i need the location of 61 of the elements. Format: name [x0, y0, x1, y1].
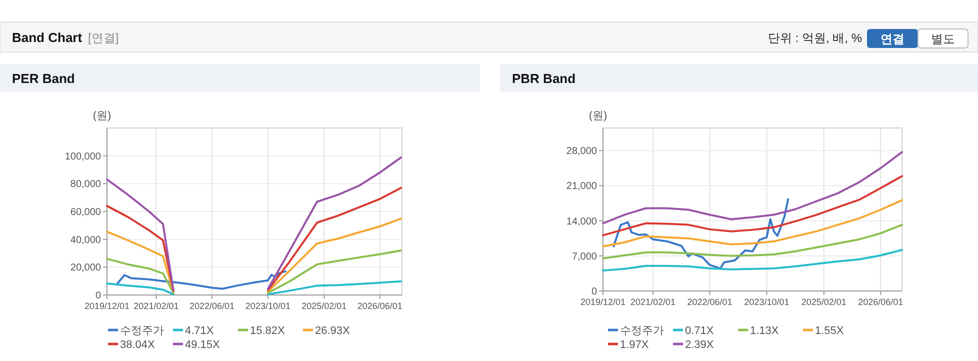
text: 연결 [880, 32, 904, 46]
legend-label: 수정주가 [120, 325, 164, 337]
line-series [602, 175, 903, 236]
legend-label: 수정주가 [620, 325, 664, 337]
line-series [602, 151, 903, 224]
legend-label: 1.13X [750, 325, 780, 337]
line-series [106, 204, 174, 292]
y-tick-label: 0 [95, 290, 102, 302]
x-tick-label: 2025/02/01 [302, 301, 347, 311]
line-series [602, 248, 903, 272]
x-tick-label: 2023/10/01 [245, 301, 290, 311]
legend-label: 49.15X [185, 339, 221, 351]
legend-label: 0.71X [685, 325, 714, 337]
y-axis-title: (원) [92, 110, 112, 122]
line-series [106, 230, 174, 294]
y-tick-label: 40,000 [70, 234, 102, 246]
x-tick-label: 2022/06/01 [189, 301, 234, 311]
legend-label: 38.04X [120, 339, 156, 351]
y-tick-label: 20,000 [70, 262, 102, 274]
line-series [106, 282, 174, 296]
legend-label: 15.82X [250, 325, 286, 337]
x-tick-label: 2026/06/01 [357, 301, 402, 311]
y-tick-label: 100,000 [64, 151, 102, 162]
x-tick-label: 2023/10/01 [744, 297, 790, 307]
chart-title: PER Band [12, 71, 75, 86]
legend-label: 26.93X [315, 325, 351, 337]
x-tick-label: 2021/02/01 [630, 297, 676, 307]
text: 별도 [931, 32, 955, 46]
chart-title: PBR Band [512, 71, 576, 86]
legend-label: 4.71X [185, 325, 214, 337]
line-series [106, 178, 174, 292]
line-series [602, 199, 903, 248]
text: Band Chart [12, 30, 83, 45]
line-series [266, 249, 402, 294]
legend-label: 2.39X [685, 339, 714, 351]
x-tick-label: 2026/06/01 [858, 297, 904, 307]
line-series [266, 186, 402, 292]
x-tick-label: 2019/12/01 [84, 301, 130, 311]
x-tick-label: 2025/02/01 [801, 297, 846, 307]
y-tick-label: 60,000 [70, 207, 102, 218]
y-tick-label: 28,000 [566, 146, 598, 158]
line-series [266, 280, 402, 296]
x-tick-label: 2019/12/01 [580, 297, 626, 307]
y-tick-label: 7,000 [572, 251, 598, 262]
x-tick-label: 2021/02/01 [134, 301, 179, 311]
y-tick-label: 80,000 [70, 179, 102, 190]
legend-label: 1.55X [815, 325, 844, 337]
y-tick-label: 21,000 [566, 181, 598, 192]
y-tick-label: 0 [591, 286, 598, 298]
text: 단위 : 억원, 배, % [768, 31, 862, 45]
legend-label: 1.97X [620, 339, 650, 351]
y-axis-title: (원) [588, 110, 608, 122]
x-tick-label: 2022/06/01 [687, 297, 732, 307]
text: [연결] [88, 31, 119, 45]
line-series [106, 258, 174, 294]
line-series [612, 198, 790, 270]
line-series [116, 270, 286, 290]
y-tick-label: 14,000 [566, 216, 598, 228]
line-series [602, 224, 903, 260]
line-series [266, 218, 402, 293]
line-series [266, 156, 402, 290]
